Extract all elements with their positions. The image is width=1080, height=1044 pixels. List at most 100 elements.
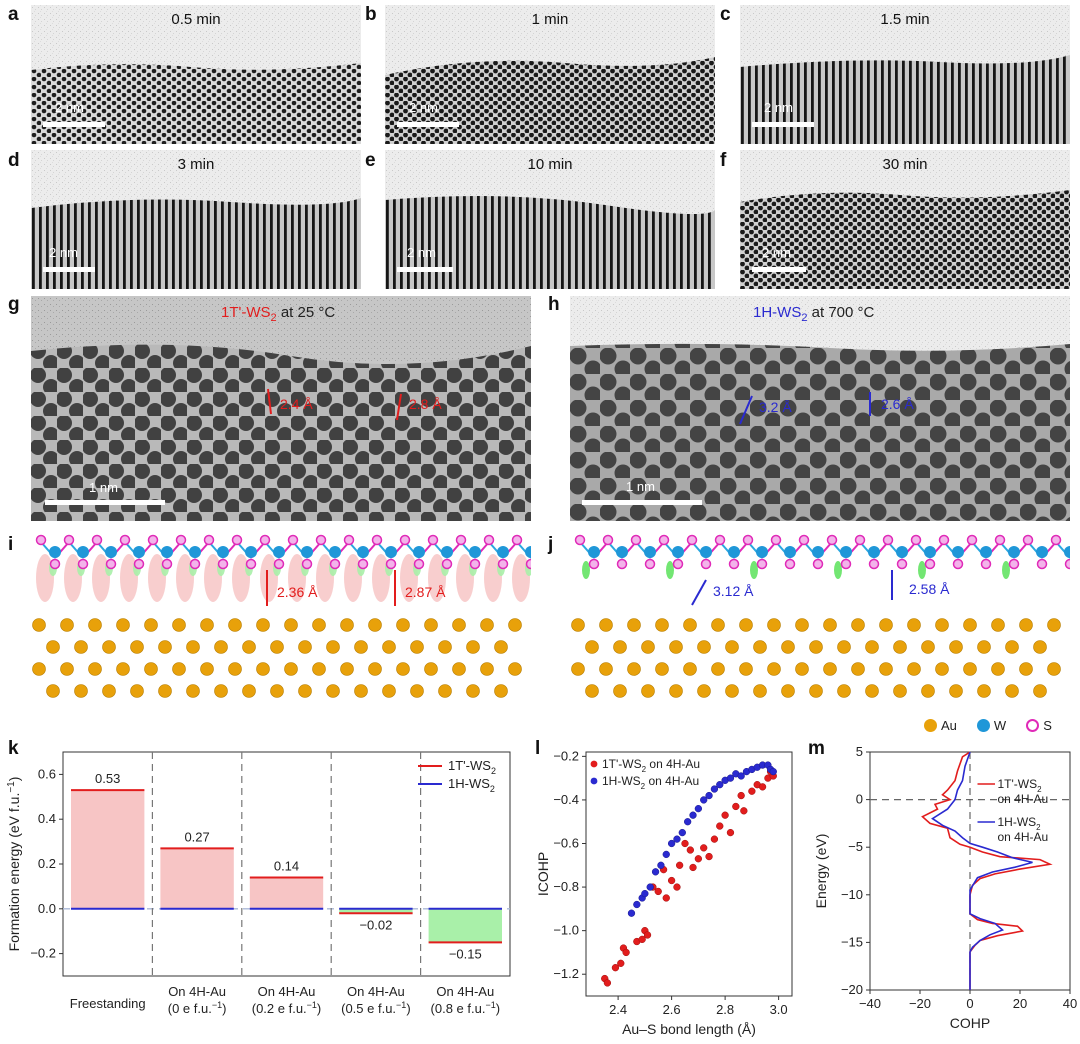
chart-l-xtick-label: 2.6 [663, 1002, 681, 1017]
chart-k-bar [339, 908, 413, 914]
chart-l-legend-label: 1T'-WS2 on 4H-Au [602, 757, 700, 774]
scale-bar-a [43, 122, 105, 127]
chart-k-value-label: −0.02 [359, 917, 392, 932]
chart-l-point-1h [662, 850, 670, 859]
micrograph-g: 1T'-WS2 at 25 °C 2.4 Å 2.8 Å 1 nm [31, 296, 531, 521]
chart-l-ytick-label: −0.6 [553, 836, 579, 851]
chart-l-point-1h [769, 767, 777, 776]
scale-bar-h [582, 500, 702, 505]
chart-l-point-1t [737, 791, 745, 800]
chart-k-category-sublabel: (0 e f.u.−1) [168, 1000, 227, 1016]
chart-m-legend-label-2: on 4H-Au [998, 830, 1049, 844]
chart-l-legend-marker [590, 760, 598, 768]
chart-m-xtick-label: 20 [1013, 996, 1027, 1011]
chart-m-ytick-label: −10 [841, 887, 863, 902]
chart-l-point-1h [678, 828, 686, 837]
chart-k-legend-label: 1H-WS2 [448, 776, 495, 794]
chart-m-line-1h [931, 751, 1033, 990]
panel-letter-k: k [8, 738, 19, 759]
chart-l-xtick-label: 3.0 [770, 1002, 788, 1017]
chart-l-frame [585, 751, 793, 997]
panel-letter-a: a [8, 4, 19, 25]
scale-label-c: 2 nm [764, 100, 793, 115]
chart-l-point-1t [681, 839, 689, 848]
chart-l-ytick-label: −1.2 [553, 966, 579, 981]
distance-label-g-2: 2.8 Å [409, 396, 442, 412]
chart-k-bar [428, 908, 502, 943]
chart-l-point-1h [651, 868, 660, 876]
chart-l-legend-marker [590, 777, 598, 785]
chart-l-point-1t [611, 964, 620, 972]
time-label-d: 3 min [177, 156, 215, 173]
chart-l-point-1h [633, 900, 641, 909]
chart-l-legend-label: 1H-WS2 on 4H-Au [602, 774, 699, 791]
chart-l-ylabel: ICOHP [535, 852, 551, 896]
chart-l-ytick-label: −0.4 [553, 792, 579, 807]
chart-k-category-label: On 4H-Au [436, 984, 494, 999]
chart-m-ylabel: Energy (eV) [813, 834, 829, 909]
chart-m-line-1t [921, 751, 1053, 990]
w-atom-icon [976, 718, 990, 732]
chart-l-point-1h [700, 796, 708, 804]
panel-letter-m: m [808, 738, 825, 759]
chart-l-point-1t [667, 876, 676, 885]
chart-k-bar [249, 877, 324, 909]
chart-l-point-1h [646, 883, 654, 891]
panel-letter-b: b [365, 4, 377, 25]
chart-l-point-1h [657, 861, 665, 869]
chart-k-category-label: On 4H-Au [258, 984, 316, 999]
chart-l-point-1h [705, 791, 713, 800]
chart-k-formation-energy: −0.2 0.0 0.2 0.4 0.6 0.53 Freestanding 0.27 On 4… [6, 751, 511, 1016]
scale-bar-c [752, 122, 814, 127]
chart-k-ytick-label: 0.0 [38, 901, 56, 916]
chart-k-bar [71, 790, 145, 909]
chart-k-value-label: −0.15 [449, 946, 482, 961]
chart-l-point-1t [689, 863, 697, 872]
atom-legend: Au W S [924, 716, 1052, 734]
panel-letter-f: f [720, 150, 727, 171]
chart-l-point-1t [748, 787, 756, 795]
s-atom-icon [1026, 718, 1040, 732]
chart-l-ytick-label: −1.0 [553, 923, 579, 938]
chart-l-point-1t [716, 822, 724, 830]
panel-letter-d: d [8, 150, 20, 171]
chart-l-point-1t [740, 807, 748, 815]
chart-l-point-1h [641, 889, 649, 898]
panel-letter-i: i [8, 534, 14, 555]
chart-m-ytick-label: 5 [856, 744, 863, 759]
chart-m-xtick-label: 0 [966, 996, 973, 1011]
time-label-b: 1 min [531, 11, 569, 28]
chart-l-xtick-label: 2.4 [609, 1002, 627, 1017]
chart-l-point-1h [710, 785, 719, 793]
time-label-f: 30 min [882, 156, 928, 173]
distance-label-j-2: 2.58 Å [909, 581, 950, 597]
micrograph-a: 0.5 min 2 nm [31, 5, 361, 144]
chart-k-value-label: 0.27 [184, 829, 209, 844]
chart-l-ytick-label: −0.2 [553, 748, 579, 763]
atomic-model-i: 2.36 Å 2.87 Å [31, 530, 546, 710]
scale-bar-b [397, 122, 459, 127]
chart-m-ytick-label: −20 [841, 982, 863, 997]
chart-k-category-sublabel: (0.2 e f.u.−1) [252, 1000, 322, 1016]
distance-label-h-2: 2.6 Å [881, 396, 914, 412]
chart-l-point-1t [700, 844, 708, 852]
au-atom-icon [924, 718, 937, 732]
chart-l-point-1t [638, 935, 646, 944]
distance-label-g-1: 2.4 Å [280, 396, 313, 412]
chart-m-ytick-label: 0 [856, 792, 863, 807]
chart-l-point-1t [721, 811, 729, 819]
chart-l-point-1t [758, 783, 767, 791]
chart-m-xlabel: COHP [950, 1015, 990, 1031]
chart-k-legend-label: 1T'-WS2 [448, 758, 496, 776]
micrograph-c: 1.5 min 2 nm [740, 5, 1070, 144]
scale-bar-e [397, 267, 453, 272]
chart-l-xtick-label: 2.8 [716, 1002, 734, 1017]
chart-l-point-1t [622, 948, 630, 957]
chart-l-point-1t [662, 894, 670, 902]
chart-m-xtick-label: 40 [1063, 996, 1077, 1011]
chart-l-point-1h [689, 811, 697, 819]
distance-label-i-2: 2.87 Å [405, 584, 446, 600]
atomic-model-j: 3.12 Å 2.58 Å [570, 530, 1080, 710]
chart-l-point-1t [643, 931, 652, 939]
panel-letter-j: j [548, 534, 554, 555]
